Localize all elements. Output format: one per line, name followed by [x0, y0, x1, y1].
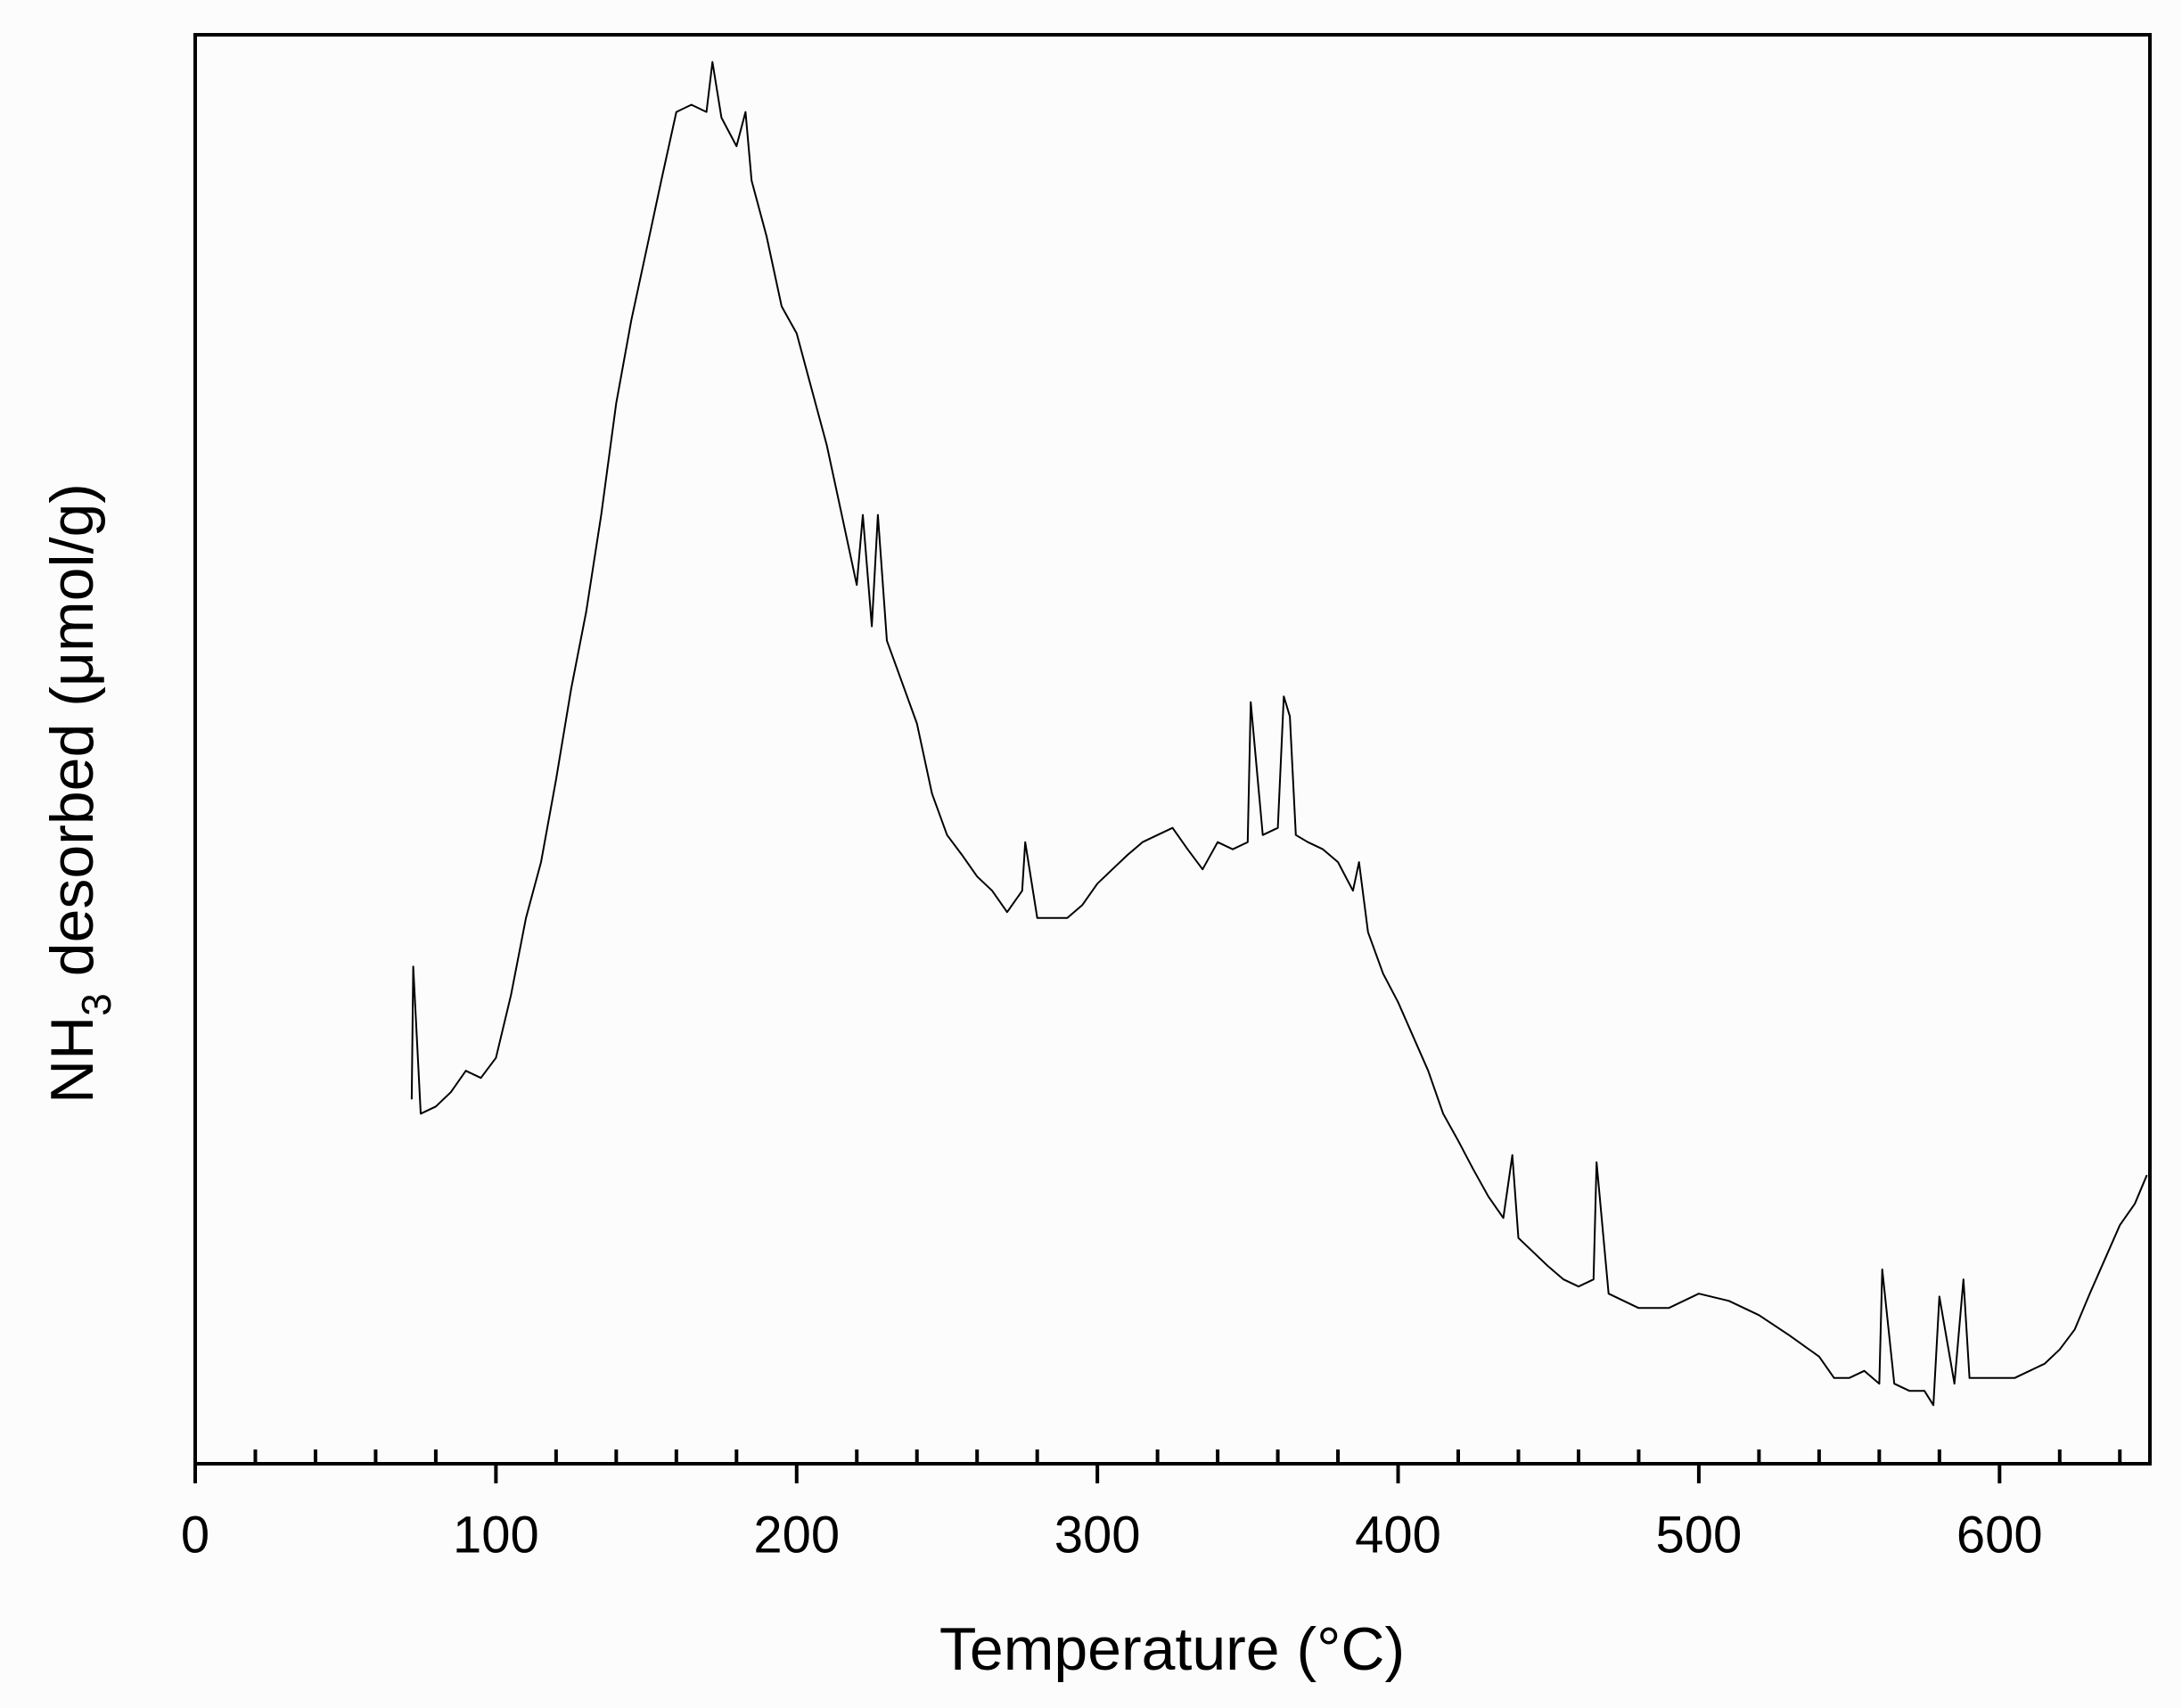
y-label-rest: desorbed (μmol/g)	[38, 483, 106, 993]
x-axis-label: Temperature (°C)	[939, 1615, 1405, 1683]
x-tick-label: 0	[181, 1506, 209, 1564]
y-axis-label: NH3 desorbed (μmol/g)	[38, 483, 119, 1104]
y-label-sub: 3	[73, 993, 119, 1016]
x-tick-label: 200	[753, 1506, 840, 1564]
x-tick-label: 500	[1656, 1506, 1743, 1564]
x-tick-label: 100	[453, 1506, 539, 1564]
plot-frame	[193, 33, 2152, 1466]
x-tick-label: 300	[1054, 1506, 1141, 1564]
x-tick-label: 600	[1956, 1506, 2043, 1564]
y-label-main: NH	[38, 1016, 106, 1104]
data-line	[410, 61, 2148, 1407]
x-tick-label: 400	[1355, 1506, 1441, 1564]
